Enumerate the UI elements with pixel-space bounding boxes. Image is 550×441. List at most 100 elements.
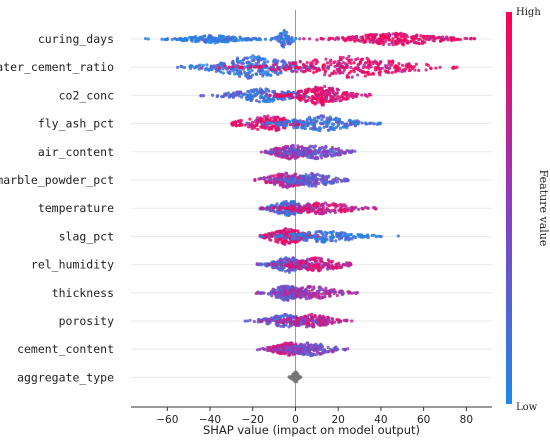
shap-point [356,73,360,77]
shap-point [319,154,323,158]
shap-point [249,124,253,128]
shap-point [255,348,260,352]
shap-point [266,348,271,352]
shap-point [341,291,345,296]
shap-point [313,116,317,120]
shap-point [207,33,212,38]
shap-point [337,208,341,212]
shap-point [363,205,368,210]
shap-point [355,119,359,123]
shap-point [249,55,253,59]
shap-point [310,315,315,320]
shap-point [293,118,297,122]
colorbar-high-label: High [516,7,541,18]
shap-point [310,268,314,272]
shap-point [348,150,352,155]
shap-point [276,286,280,290]
shap-point [352,122,356,126]
shap-point [405,41,409,45]
shap-point [283,42,287,47]
shap-point [182,65,187,70]
shap-point [309,294,313,298]
shap-point [389,63,393,67]
shap-point [277,234,281,238]
shap-point [343,238,348,242]
shap-point [325,180,329,184]
shap-point [345,177,349,182]
shap-point [283,293,287,297]
shap-point [330,88,334,92]
feature-label-fly-ash-pct: fly_ash_pct [38,117,114,131]
shap-point [337,59,341,63]
shap-point [316,68,320,73]
x-tick-label: −60 [156,414,178,426]
shap-point [331,126,336,130]
shap-point [314,66,318,70]
shap-point [223,93,227,97]
shap-point [235,90,239,94]
shap-point [311,292,315,296]
shap-point [323,73,327,77]
shap-point [277,290,281,294]
shap-point [287,67,291,71]
shap-point [290,144,294,148]
shap-point [325,292,329,296]
shap-point [305,316,309,320]
shap-point [342,318,347,323]
shap-point [323,294,327,299]
shap-point [285,30,289,34]
shap-point [293,321,297,326]
shap-point [281,284,286,288]
shap-point [175,37,180,41]
shap-point [384,39,388,43]
shap-point [252,88,256,92]
shap-point [279,257,283,261]
shap-point [260,263,264,267]
shap-point [353,149,357,153]
shap-point [381,32,385,36]
shap-point [179,64,183,68]
shap-point [250,69,254,73]
shap-point [198,63,202,67]
shap-point [281,321,285,325]
shap-point [376,65,380,69]
shap-point [273,177,278,182]
shap-point [339,236,343,240]
shap-point [309,171,314,176]
shap-point [221,71,225,75]
shap-point [293,172,297,176]
shap-point [233,72,237,76]
shap-point [402,35,406,39]
shap-point [378,73,382,77]
shap-point [279,263,284,267]
shap-point [369,65,373,69]
shap-point [288,178,292,182]
shap-point [263,37,268,41]
shap-point [254,62,258,66]
shap-point [334,125,338,129]
shap-point [379,234,383,239]
shap-point [273,124,277,128]
shap-point [311,122,315,126]
shap-point [298,349,302,353]
shap-point [329,147,333,152]
shap-point [276,259,280,263]
shap-point [308,318,312,323]
shap-point [360,121,364,125]
shap-point [300,294,305,299]
shap-point [290,94,294,99]
shap-point [404,67,408,71]
shap-point [313,313,317,318]
shap-point [187,35,192,39]
shap-point [417,68,421,72]
shap-point [255,123,259,128]
shap-point [289,319,293,323]
shap-point [244,71,248,76]
shap-point [310,89,314,93]
shap-point [302,290,306,295]
shap-point [313,259,317,263]
shap-point [308,127,313,131]
shap-point [306,87,310,91]
shap-point [280,240,284,245]
shap-point [337,65,341,69]
